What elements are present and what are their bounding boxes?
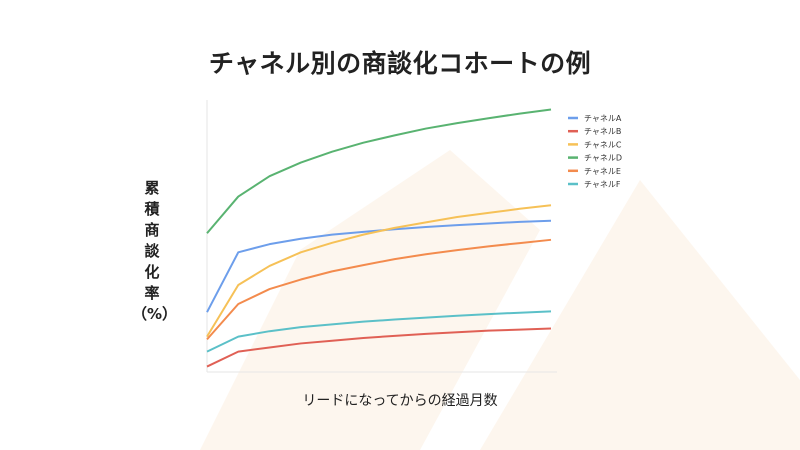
legend-label-1: チャネルA <box>584 114 622 123</box>
chart-title: チャネル別の商談化コホートの例 <box>208 49 592 78</box>
x-axis-label: リードになってからの経過月数 <box>302 393 498 409</box>
legend-label-4: チャネルD <box>584 154 622 163</box>
series-line-5 <box>206 238 552 341</box>
legend-label-3: チャネルC <box>584 140 622 149</box>
series-line-3 <box>206 204 552 338</box>
mountain-shape-right <box>480 180 800 450</box>
series-line-4 <box>206 108 552 234</box>
legend: チャネルA チャネルB チャネルC チャネルD チャネルE チャネルF <box>568 114 622 189</box>
series-line-2 <box>206 327 552 368</box>
series-group <box>206 108 552 368</box>
series-line-1 <box>206 219 552 313</box>
legend-label-6: チャネルF <box>584 180 621 189</box>
series-line-6 <box>206 310 552 353</box>
legend-label-2: チャネルB <box>584 127 621 136</box>
y-axis-label: 累 積 商 談 化 率 （%） <box>132 179 178 323</box>
legend-label-5: チャネルE <box>584 167 621 176</box>
